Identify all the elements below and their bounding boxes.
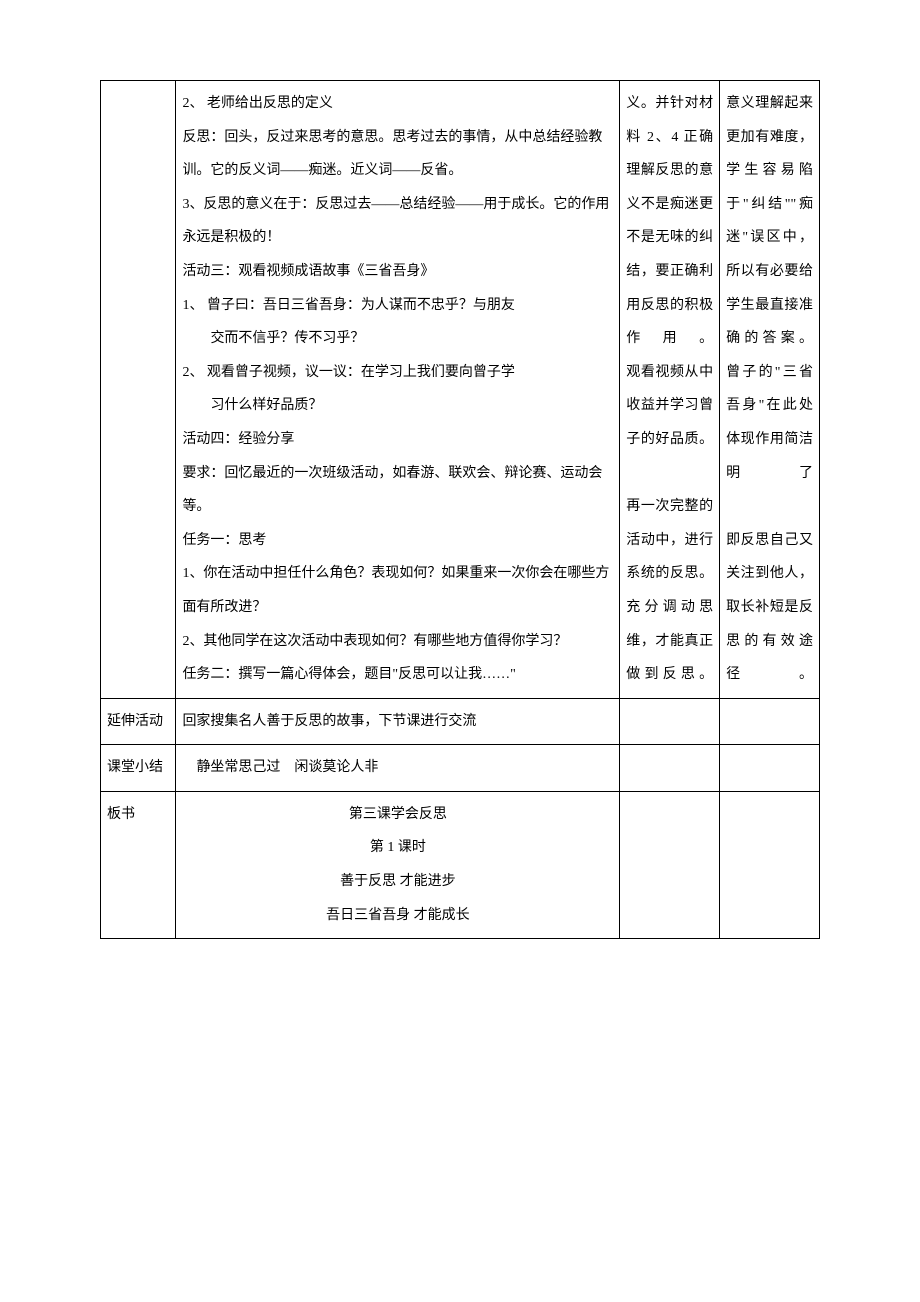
text-paragraph: 1、你在活动中担任什么角色？表现如何？如果重来一次你会在哪些方面有所改进？ (182, 557, 613, 624)
text-line: 2、 观看曾子视频，议一议：在学习上我们要向曾子学 (182, 356, 613, 390)
text-line: 活动四：经验分享 (182, 423, 613, 457)
text-paragraph: 再一次完整的活动中，进行系统的反思。充分调动思维，才能真正做到反思。 (626, 490, 713, 692)
text-paragraph: 反思：回头，反过来思考的意思。思考过去的事情，从中总结经验教训。它的反义词——痴… (182, 121, 613, 188)
text-paragraph: 要求：回忆最近的一次班级活动，如春游、联欢会、辩论赛、运动会等。 (182, 457, 613, 524)
spacer (726, 490, 813, 524)
cell-teacher-activity: 2、 老师给出反思的定义 反思：回头，反过来思考的意思。思考过去的事情，从中总结… (176, 81, 620, 699)
cell-empty (720, 698, 820, 745)
text-paragraph: 义。并针对材料 2、4 正确理解反思的意义不是痴迷更不是无味的纠结，要正确利用反… (626, 87, 713, 356)
board-line: 第三课学会反思 (182, 798, 613, 832)
table-row: 板书 第三课学会反思 第 1 课时 善于反思 才能进步 吾日三省吾身 才能成长 (101, 791, 820, 938)
text-line: 习什么样好品质？ (182, 389, 613, 423)
lesson-plan-table: 2、 老师给出反思的定义 反思：回头，反过来思考的意思。思考过去的事情，从中总结… (100, 80, 820, 939)
cell-empty (620, 698, 720, 745)
board-line: 第 1 课时 (182, 831, 613, 865)
cell-empty (720, 745, 820, 792)
board-line: 善于反思 才能进步 (182, 865, 613, 899)
cell-design-intent: 意义理解起来更加有难度，学生容易陷于"纠结""痴迷"误区中，所以有必要给学生最直… (720, 81, 820, 699)
text-paragraph: 3、反思的意义在于：反思过去——总结经验——用于成长。它的作用永远是积极的！ (182, 188, 613, 255)
document-page: 2、 老师给出反思的定义 反思：回头，反过来思考的意思。思考过去的事情，从中总结… (0, 0, 920, 1039)
table-row: 课堂小结 静坐常思己过 闲谈莫论人非 (101, 745, 820, 792)
cell-empty (720, 791, 820, 938)
table-row: 延伸活动 回家搜集名人善于反思的故事，下节课进行交流 (101, 698, 820, 745)
text-line: 交而不信乎？传不习乎？ (182, 322, 613, 356)
cell-content: 静坐常思己过 闲谈莫论人非 (176, 745, 620, 792)
text-paragraph: 2、其他同学在这次活动中表现如何？有哪些地方值得你学习？ (182, 625, 613, 659)
text-line: 任务一：思考 (182, 524, 613, 558)
text-line: 2、 老师给出反思的定义 (182, 87, 613, 121)
text-paragraph: 观看视频从中收益并学习曾子的好品质。 (626, 356, 713, 457)
board-line: 吾日三省吾身 才能成长 (182, 899, 613, 933)
table-row: 2、 老师给出反思的定义 反思：回头，反过来思考的意思。思考过去的事情，从中总结… (101, 81, 820, 699)
cell-label: 课堂小结 (101, 745, 176, 792)
text-paragraph: 即反思自己又关注到他人，取长补短是反思的有效途径。 (726, 524, 813, 692)
text-paragraph: 曾子的"三省吾身"在此处体现作用简洁明了 (726, 356, 813, 490)
cell-student-activity: 义。并针对材料 2、4 正确理解反思的意义不是痴迷更不是无味的纠结，要正确利用反… (620, 81, 720, 699)
spacer (626, 457, 713, 491)
cell-content: 回家搜集名人善于反思的故事，下节课进行交流 (176, 698, 620, 745)
cell-board-content: 第三课学会反思 第 1 课时 善于反思 才能进步 吾日三省吾身 才能成长 (176, 791, 620, 938)
cell-label: 延伸活动 (101, 698, 176, 745)
text-line: 任务二：撰写一篇心得体会，题目"反思可以让我……" (182, 658, 613, 692)
cell-empty (620, 791, 720, 938)
cell-empty (620, 745, 720, 792)
cell-label: 板书 (101, 791, 176, 938)
cell-label (101, 81, 176, 699)
text-line: 1、 曾子曰：吾日三省吾身：为人谋而不忠乎？与朋友 (182, 289, 613, 323)
text-line: 活动三：观看视频成语故事《三省吾身》 (182, 255, 613, 289)
text-paragraph: 意义理解起来更加有难度，学生容易陷于"纠结""痴迷"误区中，所以有必要给学生最直… (726, 87, 813, 356)
